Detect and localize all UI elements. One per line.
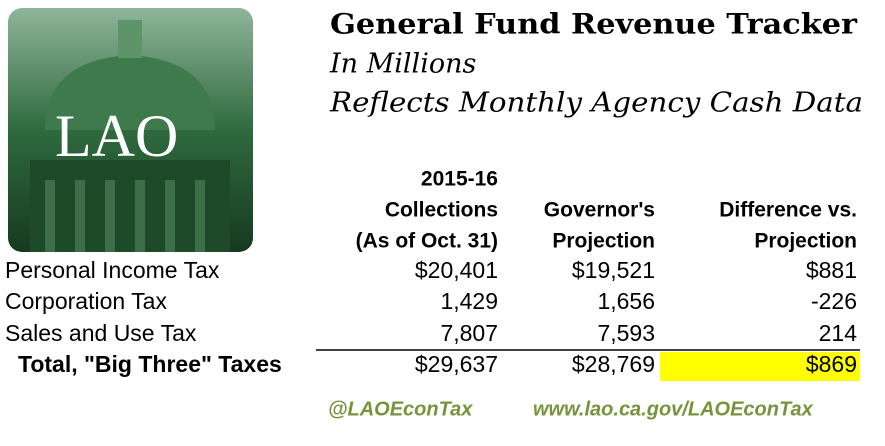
cell-value: 7,807 <box>440 320 498 346</box>
cell-value: 1,429 <box>440 288 498 314</box>
row-label: Corporation Tax <box>5 288 167 314</box>
row-label: Sales and Use Tax <box>5 320 197 346</box>
table: 2015-16 Collections (As of Oct. 31) Governo… <box>5 168 857 378</box>
cell-value: 7,593 <box>597 320 655 346</box>
columns <box>45 180 205 252</box>
total-value: $869 <box>806 351 857 377</box>
logo: LAO <box>8 8 253 252</box>
cell-value: $19,521 <box>572 257 655 283</box>
cell-value: 214 <box>819 320 858 346</box>
column-header: 2015-16 <box>421 168 498 191</box>
column-header: Projection <box>552 230 655 253</box>
cell-value: -226 <box>811 288 857 314</box>
column-header: Difference vs. <box>719 199 857 222</box>
total-label: Total, "Big Three" Taxes <box>18 351 282 377</box>
title: General Fund Revenue Tracker <box>330 8 858 41</box>
cell-value: 1,656 <box>597 288 655 314</box>
highlight <box>660 352 860 381</box>
cell-value: $881 <box>806 257 857 283</box>
column-header: Collections <box>385 199 498 222</box>
subtitle: In Millions <box>329 49 476 80</box>
cupola <box>118 20 142 58</box>
column-header: (As of Oct. 31) <box>356 230 498 253</box>
footer-url: www.lao.ca.gov/LAOEconTax <box>533 398 814 420</box>
column-header: Projection <box>754 230 857 253</box>
logo-text: LAO <box>55 103 178 169</box>
row-label: Personal Income Tax <box>5 257 220 283</box>
total-value: $29,637 <box>415 351 498 377</box>
total-value: $28,769 <box>572 351 655 377</box>
subtitle-note: Reflects Monthly Agency Cash Data <box>329 88 863 119</box>
footer-twitter: @LAOEconTax <box>328 398 473 420</box>
cell-value: $20,401 <box>415 257 498 283</box>
column-header: Governor's <box>544 199 655 222</box>
dome <box>45 55 215 130</box>
